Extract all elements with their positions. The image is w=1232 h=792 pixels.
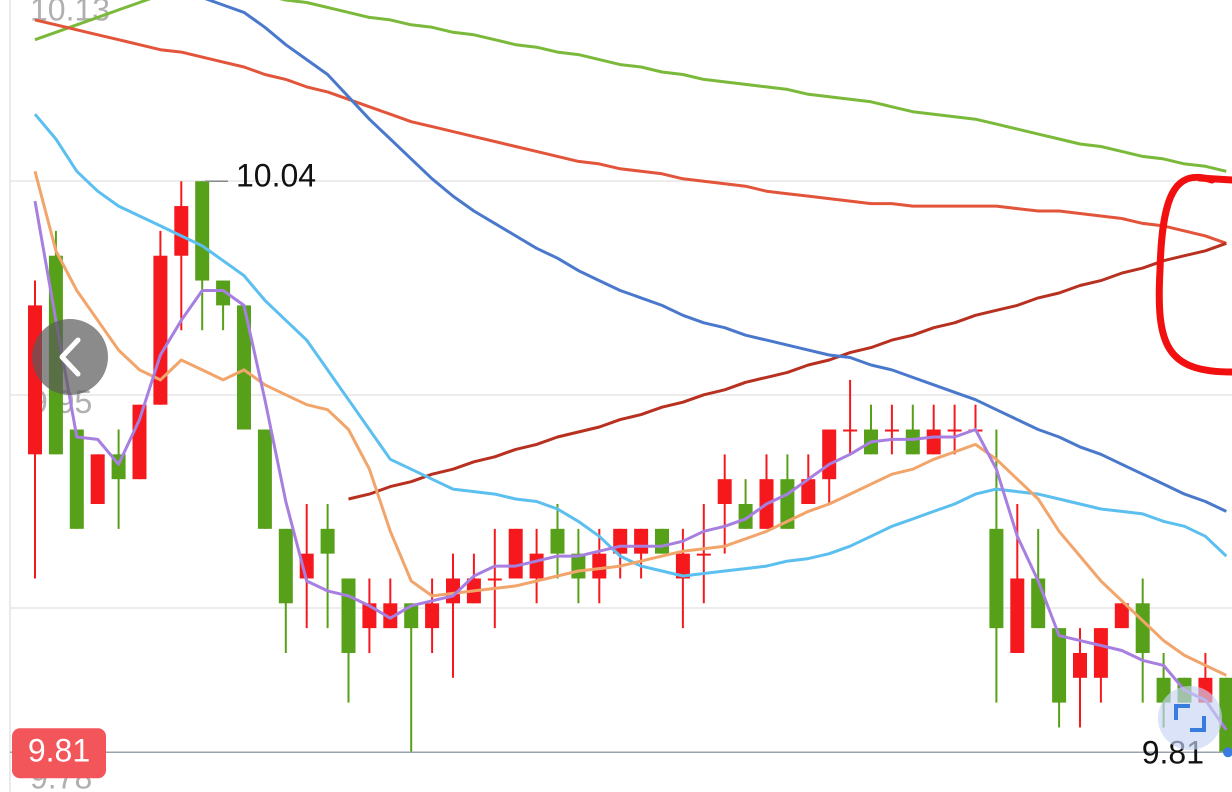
candle-body (989, 528, 1004, 629)
candle-body (341, 578, 356, 653)
candle-body (947, 429, 962, 432)
moving-average-line (34, 18, 1227, 245)
candle-body (425, 603, 440, 629)
candles (28, 181, 1232, 753)
back-icon[interactable] (59, 337, 81, 377)
candle-body (320, 528, 335, 554)
back-button-bg[interactable] (32, 319, 108, 395)
moving-average-line (204, 0, 1227, 513)
moving-averages (33, 0, 1228, 731)
candle-body (487, 578, 502, 581)
moving-average-line (33, 113, 1228, 578)
candle-body (1010, 578, 1025, 653)
candle-body (1219, 677, 1232, 753)
back-button[interactable] (32, 319, 108, 395)
zoom-icon[interactable] (1174, 704, 1206, 732)
candle-body (383, 603, 398, 629)
candle-body (529, 553, 544, 579)
candle-body (696, 553, 711, 556)
candle-body (153, 255, 168, 405)
zoom-button-bg[interactable] (1158, 686, 1222, 750)
candle-body (926, 429, 941, 455)
y-tick-label: 10.13 (30, 0, 110, 27)
candle-body (905, 429, 920, 455)
candle-body (655, 528, 669, 554)
candle-body (90, 454, 105, 504)
moving-average-line (33, 170, 1227, 677)
candle-body (1093, 628, 1108, 678)
hand-drawn-annotation (1155, 173, 1232, 376)
candle-body (195, 181, 210, 281)
last-price-badge (12, 728, 106, 779)
candle-body (132, 404, 147, 480)
candle-body (69, 429, 84, 529)
zoom-button[interactable] (1158, 686, 1222, 750)
last-price-badge-label: 9.81 (28, 733, 90, 769)
candle-body (1052, 628, 1067, 703)
candle-body (1135, 603, 1150, 653)
moving-average-line (34, 0, 1227, 173)
candle-body (822, 429, 837, 480)
candle-body (237, 305, 251, 430)
candle-body (592, 553, 607, 579)
high-label: 10.04 (236, 158, 316, 194)
candle-body (675, 553, 690, 579)
candle-body (843, 429, 858, 432)
moving-average-line (348, 241, 1227, 501)
candle-body (216, 280, 231, 306)
candle-body (550, 528, 565, 554)
candle-body (801, 479, 816, 504)
candle-body (257, 429, 272, 529)
hand-drawn-annotation (1196, 174, 1232, 184)
candle-body (717, 479, 732, 504)
moving-average-line (33, 200, 1228, 731)
candle-body (1114, 603, 1129, 629)
candle-body (508, 528, 523, 579)
last-price-dot (1223, 747, 1232, 758)
candle-body (1073, 652, 1087, 678)
candle-body (174, 206, 189, 256)
candle-body (738, 504, 753, 529)
candle-body (1031, 578, 1046, 629)
candle-body (278, 528, 293, 604)
candle-body (634, 528, 649, 554)
overlay: 10.049.81 9.81 (10, 158, 1232, 779)
candle-body (884, 429, 899, 432)
